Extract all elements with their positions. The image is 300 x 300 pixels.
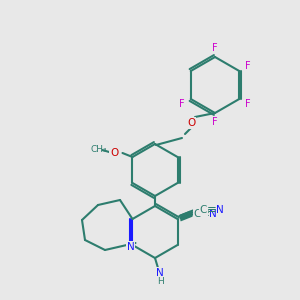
- Text: F: F: [212, 43, 218, 53]
- Text: ≡: ≡: [207, 203, 217, 217]
- Text: F: F: [245, 99, 251, 109]
- Text: C: C: [200, 205, 207, 215]
- Text: ≡: ≡: [199, 208, 210, 220]
- Text: N: N: [127, 242, 134, 252]
- Text: F: F: [212, 117, 218, 127]
- Text: CH₃: CH₃: [90, 146, 107, 154]
- Text: O: O: [110, 148, 118, 158]
- Text: C: C: [194, 209, 201, 219]
- Text: N: N: [156, 268, 164, 278]
- Text: F: F: [179, 99, 184, 109]
- Text: H: H: [157, 277, 164, 286]
- Text: N: N: [216, 205, 224, 215]
- Text: F: F: [245, 61, 251, 71]
- Text: N: N: [208, 209, 216, 219]
- Text: O: O: [187, 118, 195, 128]
